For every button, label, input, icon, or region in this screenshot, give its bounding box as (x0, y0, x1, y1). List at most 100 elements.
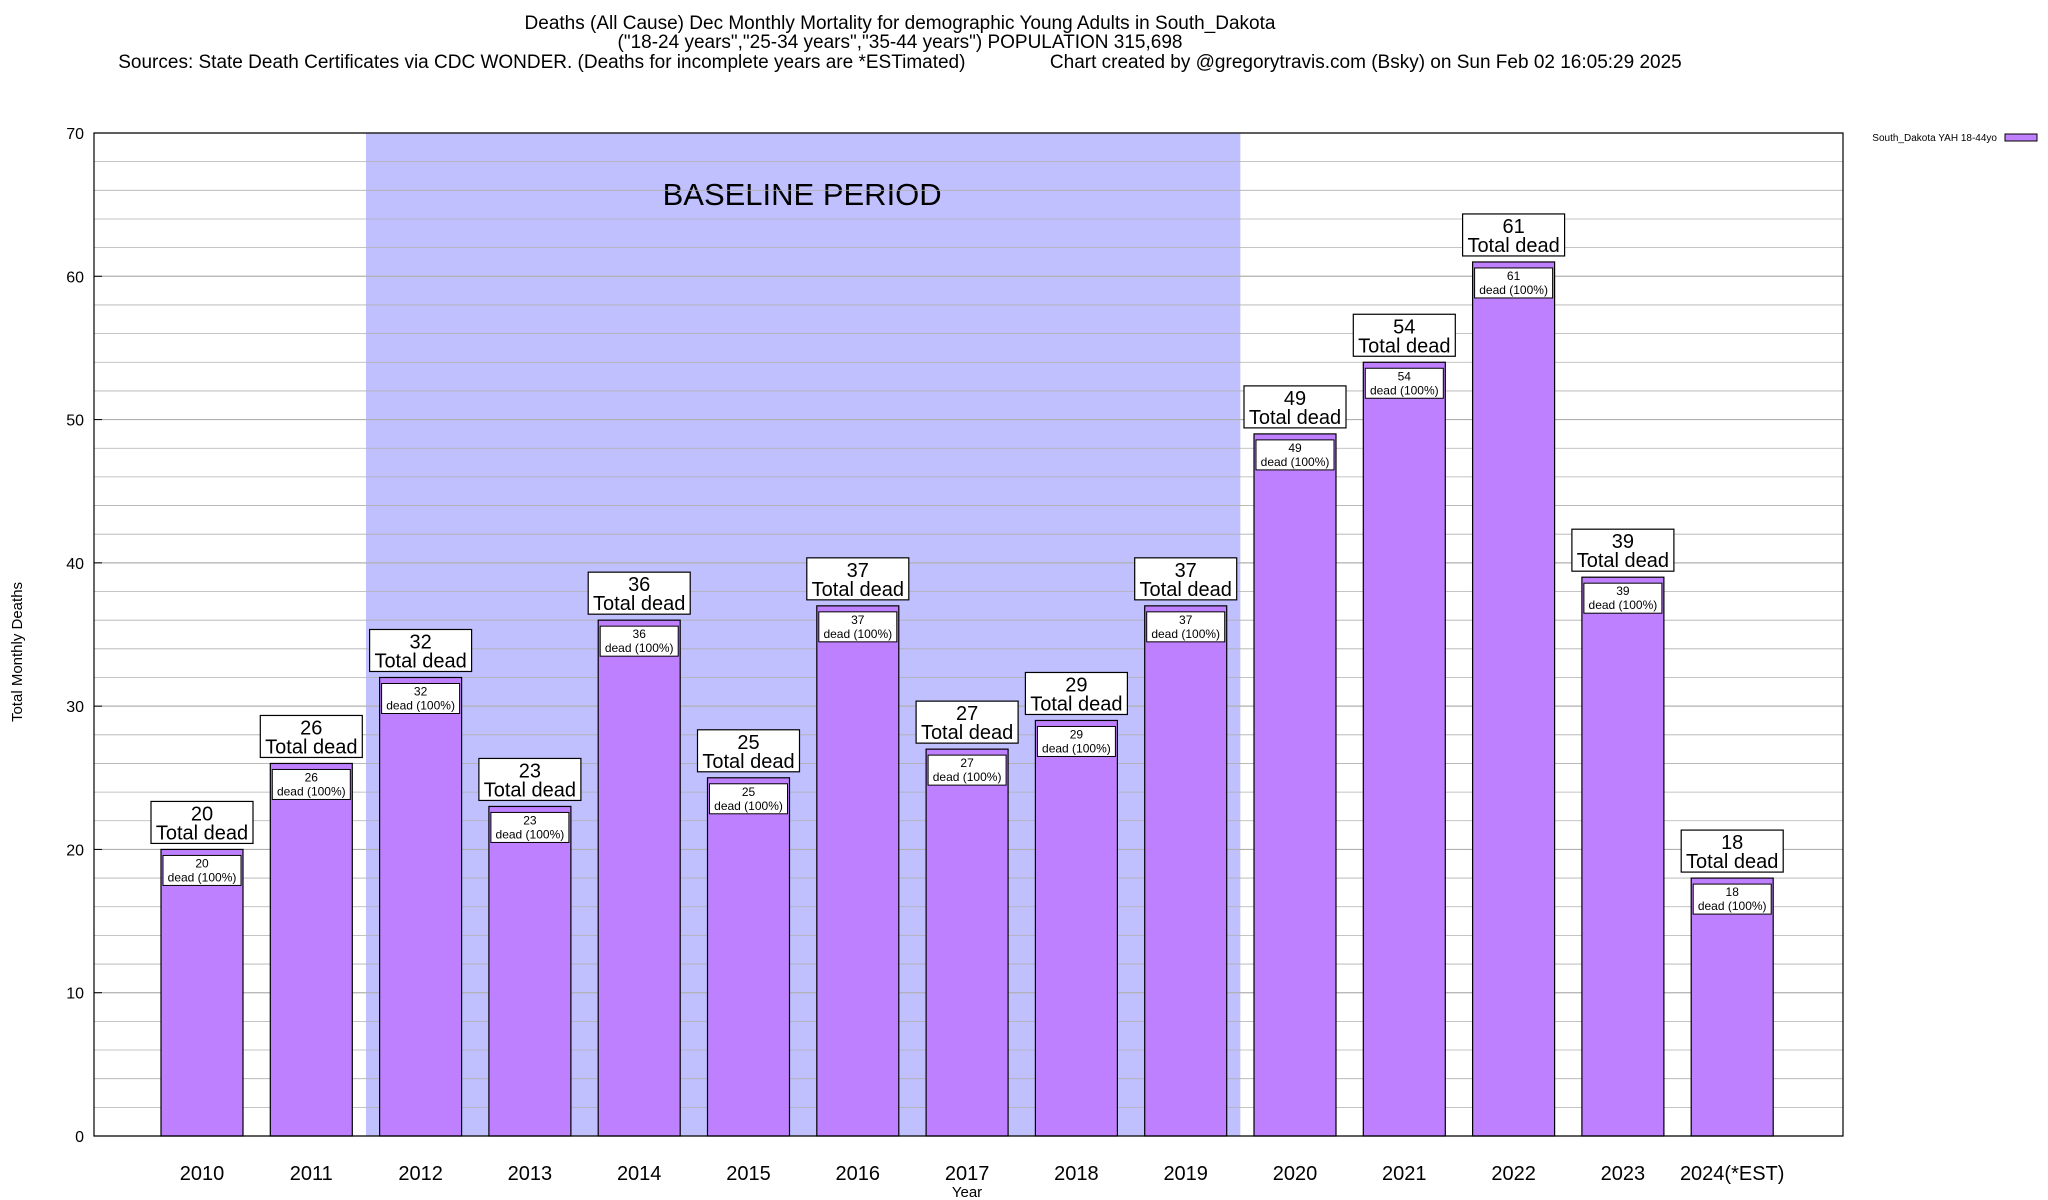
bar-inner-value: 20 (195, 856, 209, 870)
bar-inner-value: 49 (1288, 441, 1302, 455)
bar-total-label: Total dead (1686, 851, 1778, 873)
bar-inner-value: 18 (1726, 885, 1740, 899)
bar-inner-label-box (1364, 367, 1444, 399)
bar-inner-label: dead (100%) (605, 641, 674, 655)
bar-total-label: Total dead (1358, 335, 1450, 357)
bar-inner-value: 37 (1179, 613, 1193, 627)
bar (1471, 261, 1556, 1137)
bar-inner-label-box (381, 682, 461, 714)
bar-total-label-box (1024, 671, 1129, 716)
x-tick-label: 2019 (1163, 1163, 1208, 1185)
bar (1581, 576, 1665, 1137)
bar-total-value: 54 (1393, 316, 1415, 338)
bar-inner-value: 32 (414, 684, 428, 698)
x-tick-label: 2012 (398, 1163, 443, 1185)
x-tick-label: 2013 (508, 1163, 553, 1185)
bar-inner-label-box (162, 854, 242, 886)
bar-total-value: 37 (1175, 560, 1197, 582)
bar-total-value: 49 (1284, 388, 1306, 410)
bar-total-value: 39 (1612, 531, 1634, 553)
bar-total-label: Total dead (1249, 407, 1341, 429)
y-tick-label: 10 (66, 986, 84, 1003)
y-tick-label: 70 (66, 126, 84, 143)
bar (269, 762, 353, 1137)
bar-inner-label: dead (100%) (823, 627, 892, 641)
bar (1690, 877, 1774, 1137)
legend-swatch (2004, 133, 2038, 142)
bar-inner-value: 36 (633, 627, 647, 641)
chart-sources: Sources: State Death Certificates via CD… (118, 52, 1682, 73)
x-tick-label: 2018 (1054, 1163, 1099, 1185)
plot-frame (93, 132, 1844, 1137)
bar-inner-label: dead (100%) (277, 784, 346, 798)
bar (1253, 433, 1337, 1137)
bar-inner-label: dead (100%) (1698, 899, 1767, 913)
bar-inner-label: dead (100%) (714, 799, 783, 813)
chart-title: Deaths (All Cause) Dec Monthly Mortality… (524, 13, 1276, 34)
bar-inner-label: dead (100%) (933, 770, 1002, 784)
bar-inner-value: 25 (742, 785, 756, 799)
bar-inner-label-box (1474, 267, 1554, 299)
bar-total-label-box (1352, 313, 1456, 357)
bar-inner-label-box (818, 611, 898, 643)
bar-total-label: Total dead (921, 722, 1013, 744)
x-tick-label: 2020 (1273, 1163, 1318, 1185)
baseline-label: BASELINE PERIOD (663, 177, 942, 212)
bar (488, 805, 572, 1137)
bar-total-label-box (1680, 829, 1784, 873)
bar-total-label-box (806, 557, 910, 601)
bar (1144, 605, 1228, 1137)
bar-inner-label-box (709, 783, 788, 815)
bar (1362, 361, 1446, 1137)
bar (706, 777, 791, 1137)
bar-total-label: Total dead (265, 736, 357, 758)
bar (925, 748, 1009, 1137)
x-tick-label: 2014 (617, 1163, 662, 1185)
bar-inner-value: 26 (305, 770, 319, 784)
bar-total-label: Total dead (812, 579, 904, 601)
bar-inner-label-box (1255, 439, 1335, 471)
x-tick-label: 2015 (726, 1163, 771, 1185)
bar-inner-label-box (1583, 582, 1663, 614)
y-tick-label: 60 (66, 269, 84, 286)
bar-inner-value: 61 (1507, 269, 1521, 283)
bar-total-value: 23 (519, 760, 541, 782)
bar-total-label-box (369, 628, 473, 673)
bar-inner-value: 29 (1070, 727, 1084, 741)
bar-total-label-box (1134, 557, 1238, 601)
bar-total-label: Total dead (374, 650, 466, 672)
bar-total-label: Total dead (1140, 579, 1232, 601)
bar (597, 619, 681, 1137)
bar-inner-label: dead (100%) (496, 827, 565, 841)
bar-inner-label: dead (100%) (168, 870, 237, 884)
bar-inner-label: dead (100%) (1042, 741, 1111, 755)
bar-total-label: Total dead (1467, 235, 1559, 257)
bar-inner-value: 23 (523, 813, 537, 827)
bar-inner-label-box (271, 768, 351, 800)
bar-inner-value: 39 (1616, 584, 1630, 598)
x-tick-label: 2021 (1382, 1163, 1427, 1185)
y-axis-label: Total Monthly Deaths (9, 582, 26, 722)
y-tick-label: 30 (66, 699, 84, 716)
bar-total-value: 20 (191, 803, 213, 825)
bar-total-label: Total dead (593, 593, 685, 615)
bar-inner-label-box (1146, 611, 1226, 643)
bar-total-label: Total dead (484, 779, 576, 801)
bar-inner-label: dead (100%) (386, 698, 455, 712)
bar-inner-label-box (927, 754, 1007, 786)
legend-label: South_Dakota YAH 18-44yo (1872, 133, 1997, 144)
bar-total-value: 29 (1065, 674, 1087, 696)
bar-inner-value: 27 (960, 756, 974, 770)
bar-inner-value: 54 (1398, 369, 1412, 383)
bar-total-label-box (150, 800, 254, 845)
bar-total-label-box (1243, 385, 1347, 429)
bar-inner-label-box (490, 811, 570, 843)
bar-total-label-box (478, 757, 582, 802)
bar-total-label-box (1571, 528, 1675, 572)
x-tick-label: 2017 (945, 1163, 990, 1185)
bar-total-label: Total dead (1030, 693, 1122, 715)
bar (379, 676, 463, 1137)
bar-inner-label: dead (100%) (1261, 455, 1330, 469)
x-tick-label: 2023 (1601, 1163, 1646, 1185)
